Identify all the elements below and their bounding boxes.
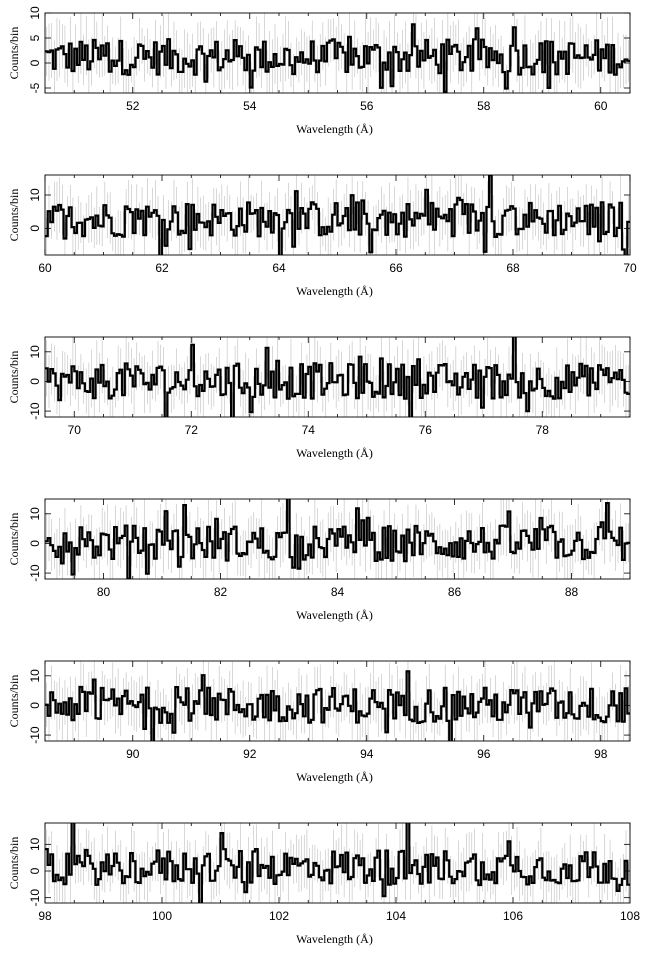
- y-tick-label: -5: [28, 82, 42, 93]
- y-tick-label: -10: [28, 402, 42, 420]
- x-tick-label: 60: [594, 99, 608, 113]
- y-tick-label: -10: [28, 889, 42, 907]
- x-axis-title: Wavelength (Å): [296, 446, 373, 460]
- x-tick-label: 68: [506, 261, 520, 275]
- panel-2: 60 62 64 66 68 70 0 10 Wavelength (Å) Counts/bin: [7, 174, 637, 298]
- x-axis-title: Wavelength (Å): [296, 932, 373, 946]
- panel-3: 70 72 74 76 78 -10 0 10 Wavelength (Å) Counts/bin: [7, 336, 631, 460]
- y-tick-label: 10: [28, 669, 42, 683]
- x-tick-label: 56: [360, 99, 374, 113]
- x-tick-label: 70: [623, 261, 637, 275]
- y-tick-label: 0: [28, 867, 42, 874]
- spectrum-layer: [45, 175, 630, 255]
- spectrum-layer: [45, 661, 630, 741]
- x-tick-label: 84: [331, 585, 345, 599]
- x-tick-label: 52: [126, 99, 140, 113]
- y-tick-label: 5: [28, 34, 42, 41]
- y-tick-label: 0: [28, 702, 42, 709]
- y-tick-label: 10: [28, 507, 42, 521]
- x-tick-label: 78: [536, 423, 550, 437]
- x-tick-label: 90: [126, 747, 140, 761]
- y-tick-label: -10: [28, 564, 42, 582]
- y-axis-title: Counts/bin: [7, 675, 21, 728]
- spectrum-layer: [45, 337, 630, 417]
- y-axis-title: Counts/bin: [7, 351, 21, 404]
- y-axis-title: Counts/bin: [7, 513, 21, 566]
- x-tick-label: 80: [97, 585, 111, 599]
- spectrum-line: [45, 670, 630, 741]
- x-tick-label: 54: [243, 99, 257, 113]
- panel-1: 52 54 56 58 60 -5 0 5 10 Wavelength (Å) Counts/bin: [7, 6, 631, 136]
- y-axis-title: Counts/bin: [7, 27, 21, 80]
- x-tick-label: 102: [269, 909, 289, 923]
- x-axis-title: Wavelength (Å): [296, 284, 373, 298]
- spectrum-line: [45, 337, 630, 417]
- x-tick-label: 72: [185, 423, 199, 437]
- x-tick-label: 58: [477, 99, 491, 113]
- x-tick-label: 60: [38, 261, 52, 275]
- x-tick-label: 76: [419, 423, 433, 437]
- x-axis-title: Wavelength (Å): [296, 770, 373, 784]
- x-tick-label: 94: [360, 747, 374, 761]
- panel-5: 90 92 94 96 98 -10 0 10 Wavelength (Å) Counts/bin: [7, 660, 631, 784]
- y-tick-label: 10: [28, 188, 42, 202]
- panel-4: 80 82 84 86 88 -10 0 10 Wavelength (Å) Counts/bin: [7, 498, 631, 622]
- x-tick-label: 96: [477, 747, 491, 761]
- x-tick-label: 64: [272, 261, 286, 275]
- x-tick-label: 70: [68, 423, 82, 437]
- y-tick-label: 10: [28, 345, 42, 359]
- spectrum-layer: [45, 499, 630, 579]
- spectrum-line: [45, 499, 630, 579]
- y-tick-label: 0: [28, 540, 42, 547]
- x-tick-label: 100: [152, 909, 172, 923]
- x-tick-label: 66: [389, 261, 403, 275]
- spectrum-line: [45, 823, 630, 903]
- spectrum-layer: [45, 823, 630, 903]
- x-tick-label: 98: [594, 747, 608, 761]
- x-tick-label: 62: [155, 261, 169, 275]
- y-tick-label: 10: [28, 837, 42, 851]
- x-axis-title: Wavelength (Å): [296, 122, 373, 136]
- y-tick-label: 0: [28, 59, 42, 66]
- y-tick-label: 0: [28, 225, 42, 232]
- spectrum-line: [45, 23, 630, 93]
- x-tick-label: 106: [503, 909, 523, 923]
- x-tick-label: 88: [565, 585, 579, 599]
- y-tick-label: -10: [28, 726, 42, 744]
- x-tick-label: 98: [38, 909, 52, 923]
- x-axis-title: Wavelength (Å): [296, 608, 373, 622]
- x-tick-label: 86: [448, 585, 462, 599]
- x-tick-label: 108: [620, 909, 640, 923]
- spectrum-line: [45, 175, 630, 255]
- x-tick-label: 82: [214, 585, 228, 599]
- panel-6: 98 100 102 104 106 108 -10 0 10 Wavelength (Å) Cou…: [7, 822, 640, 946]
- x-tick-label: 104: [386, 909, 406, 923]
- spectrum-layer: [45, 13, 630, 93]
- y-tick-label: 10: [28, 6, 42, 20]
- x-tick-label: 92: [243, 747, 257, 761]
- y-axis-title: Counts/bin: [7, 189, 21, 242]
- x-tick-label: 74: [302, 423, 316, 437]
- y-axis-title: Counts/bin: [7, 837, 21, 890]
- y-tick-label: 0: [28, 378, 42, 385]
